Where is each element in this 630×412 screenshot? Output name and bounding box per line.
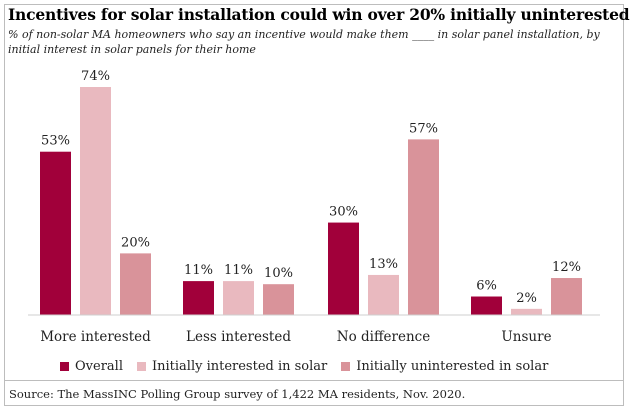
bar-more-interested-series-0 [40, 151, 71, 315]
data-label-less-interested-series-2: 10% [264, 266, 293, 281]
data-label-more-interested-series-1: 74% [81, 69, 110, 84]
bar-unsure-series-2 [551, 278, 582, 315]
bar-no-difference-series-1 [368, 274, 399, 315]
bar-no-difference-series-0 [328, 222, 359, 315]
category-label-less-interested: Less interested [186, 329, 291, 345]
category-label-no-difference: No difference [337, 329, 430, 345]
bar-less-interested-series-2 [263, 284, 294, 315]
legend-label-interested: Initially interested in solar [151, 358, 328, 374]
bar-more-interested-series-1 [80, 87, 111, 315]
legend-item-interested: Initially interested in solar [136, 358, 328, 374]
bar-labels-group: 53% 74% 20% 11% 11% 10% 30% 13% 57% 6% 2% 12% [41, 69, 581, 306]
bars-group [40, 87, 582, 315]
legend-swatch-uninterested [341, 361, 351, 371]
category-labels-group: More interested Less interested No differe… [40, 329, 551, 345]
category-label-more-interested: More interested [40, 329, 151, 345]
source-note: Source: The MassINC Polling Group survey… [9, 387, 466, 401]
bar-unsure-series-0 [471, 296, 502, 315]
legend-swatch-overall [60, 361, 69, 371]
bar-unsure-series-1 [511, 308, 542, 315]
bar-less-interested-series-0 [183, 281, 214, 315]
bar-less-interested-series-1 [223, 281, 254, 315]
source-divider [4, 380, 624, 381]
data-label-unsure-series-0: 6% [476, 279, 497, 294]
data-label-more-interested-series-2: 20% [121, 235, 150, 250]
data-label-unsure-series-1: 2% [516, 291, 537, 306]
data-label-no-difference-series-2: 57% [409, 121, 438, 136]
bar-no-difference-series-2 [408, 139, 439, 315]
legend-label-uninterested: Initially uninterested in solar [356, 358, 549, 374]
chart-title: Incentives for solar installation could … [8, 5, 630, 24]
category-label-unsure: Unsure [501, 329, 551, 345]
data-label-unsure-series-2: 12% [552, 260, 581, 275]
legend: Overall Initially interested in solar In… [60, 357, 548, 375]
data-label-no-difference-series-0: 30% [329, 205, 358, 220]
legend-label-overall: Overall [75, 358, 123, 374]
legend-swatch-interested [136, 361, 146, 371]
data-label-more-interested-series-0: 53% [41, 134, 70, 149]
bar-more-interested-series-2 [120, 253, 151, 315]
data-label-less-interested-series-0: 11% [184, 263, 213, 278]
data-label-less-interested-series-1: 11% [224, 263, 253, 278]
legend-item-overall: Overall [60, 359, 123, 374]
chart-subtitle: % of non-solar MA homeowners who say an … [8, 28, 600, 56]
data-label-no-difference-series-1: 13% [369, 257, 398, 272]
legend-item-uninterested: Initially uninterested in solar [341, 359, 548, 374]
